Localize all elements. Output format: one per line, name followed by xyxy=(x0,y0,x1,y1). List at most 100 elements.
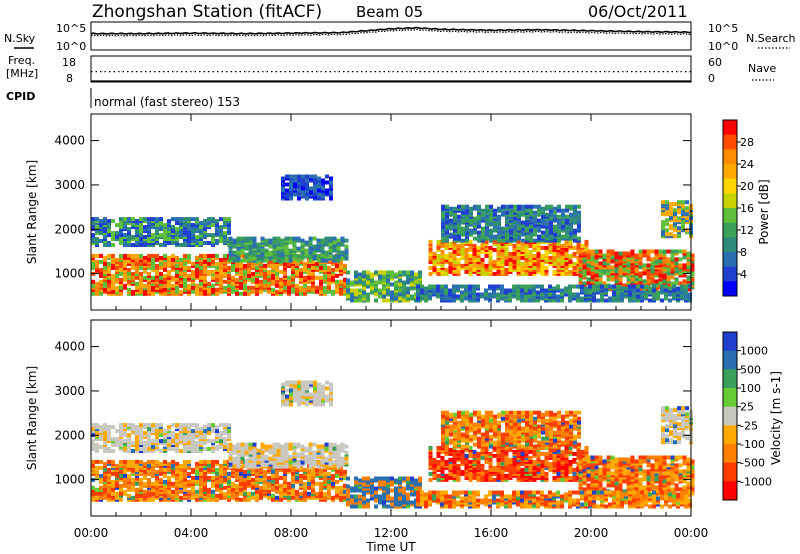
heatmap-cell xyxy=(568,284,572,289)
heatmap-cell xyxy=(191,239,195,243)
heatmap-cell xyxy=(252,448,257,453)
heatmap-cell xyxy=(256,454,261,459)
heatmap-cell xyxy=(324,258,329,263)
heatmap-cell xyxy=(280,448,285,453)
heatmap-cell xyxy=(243,477,247,482)
heatmap-cell xyxy=(127,493,131,498)
heatmap-cell xyxy=(313,186,317,191)
heatmap-cell xyxy=(187,217,191,222)
heatmap-cell xyxy=(119,277,123,282)
heatmap-cell xyxy=(590,267,595,272)
heatmap-cell xyxy=(163,287,167,292)
heatmap-cell xyxy=(582,259,587,264)
heatmap-cell xyxy=(358,272,362,277)
heatmap-cell xyxy=(119,497,123,502)
heatmap-cell xyxy=(203,275,207,280)
heatmap-cell xyxy=(457,218,461,223)
heatmap-cell xyxy=(311,471,315,476)
heatmap-cell xyxy=(568,239,573,244)
heatmap-cell xyxy=(232,456,237,461)
heatmap-cell xyxy=(406,278,410,283)
heatmap-cell xyxy=(652,284,656,289)
heatmap-cell xyxy=(103,229,107,234)
heatmap-cell xyxy=(275,489,279,494)
heatmap-cell xyxy=(123,465,127,470)
heatmap-cell xyxy=(565,226,569,231)
heatmap-cell xyxy=(626,275,631,280)
heatmap-cell xyxy=(500,255,505,260)
heatmap-cell xyxy=(461,238,465,243)
heatmap-cell xyxy=(658,273,663,278)
heatmap-cell xyxy=(147,463,151,468)
heatmap-cell xyxy=(119,483,123,488)
heatmap-cell xyxy=(203,447,207,451)
heatmap-cell xyxy=(632,284,636,289)
heatmap-cell xyxy=(91,459,95,464)
heatmap-cell xyxy=(556,257,561,262)
heatmap-cell xyxy=(296,452,301,457)
heatmap-cell xyxy=(227,479,231,484)
heatmap-cell xyxy=(263,469,267,474)
heatmap-cell xyxy=(147,217,151,222)
heatmap-cell xyxy=(175,217,179,222)
heatmap-cell xyxy=(95,469,99,474)
heatmap-cell xyxy=(497,214,501,219)
heatmap-cell xyxy=(517,204,521,209)
heatmap-cell xyxy=(255,483,259,488)
heatmap-cell xyxy=(232,258,237,263)
heatmap-cell xyxy=(123,233,127,238)
heatmap-cell xyxy=(416,284,420,289)
colorbar-swatch xyxy=(723,120,737,136)
heatmap-cell xyxy=(457,204,461,209)
heatmap-cell xyxy=(143,235,147,239)
heatmap-cell xyxy=(323,289,327,294)
heatmap-cell xyxy=(127,253,131,258)
heatmap-cell xyxy=(568,269,573,274)
heatmap-cell xyxy=(272,258,277,263)
heatmap-cell xyxy=(285,174,289,179)
heatmap-cell xyxy=(537,212,541,217)
heatmap-cell xyxy=(339,471,343,476)
heatmap-cell xyxy=(481,230,485,235)
heatmap-cell xyxy=(207,261,211,266)
heatmap-cell xyxy=(406,270,410,275)
heatmap-cell xyxy=(493,212,497,217)
heatmap-cell xyxy=(243,491,247,496)
heatmap-cell xyxy=(263,279,267,284)
heatmap-cell xyxy=(301,174,305,179)
heatmap-cell xyxy=(211,217,215,222)
heatmap-cell xyxy=(219,283,223,288)
heatmap-cell xyxy=(123,263,127,268)
heatmap-cell xyxy=(513,224,517,229)
heatmap-cell xyxy=(288,442,293,447)
heatmap-cell xyxy=(319,285,323,290)
heatmap-cell xyxy=(556,294,560,299)
heatmap-cell xyxy=(295,289,299,294)
heatmap-cell xyxy=(327,471,331,476)
heatmap-cell xyxy=(669,202,673,207)
heatmap-cell xyxy=(95,431,99,436)
heatmap-cell xyxy=(672,288,676,293)
heatmap-cell xyxy=(179,217,183,222)
heatmap-cell xyxy=(260,248,265,253)
heatmap-cell xyxy=(284,250,289,255)
heatmap-cell xyxy=(175,255,179,260)
heatmap-cell xyxy=(147,253,151,258)
heatmap-cell xyxy=(308,456,313,461)
heatmap-cell xyxy=(414,272,418,277)
heatmap-cell xyxy=(195,217,199,222)
nsearch-label: N.Search xyxy=(746,32,796,45)
heatmap-cell xyxy=(410,270,414,275)
heatmap-cell xyxy=(669,232,673,237)
heatmap-cell xyxy=(119,291,123,296)
heatmap-cell xyxy=(358,298,362,303)
heatmap-cell xyxy=(272,446,277,451)
heatmap-cell xyxy=(247,263,251,268)
heatmap-cell xyxy=(291,283,295,288)
heatmap-cell xyxy=(374,292,378,297)
heatmap-cell xyxy=(533,220,537,225)
heatmap-cell xyxy=(508,257,513,262)
heatmap-cell xyxy=(386,270,390,275)
heatmap-cell xyxy=(634,277,639,282)
